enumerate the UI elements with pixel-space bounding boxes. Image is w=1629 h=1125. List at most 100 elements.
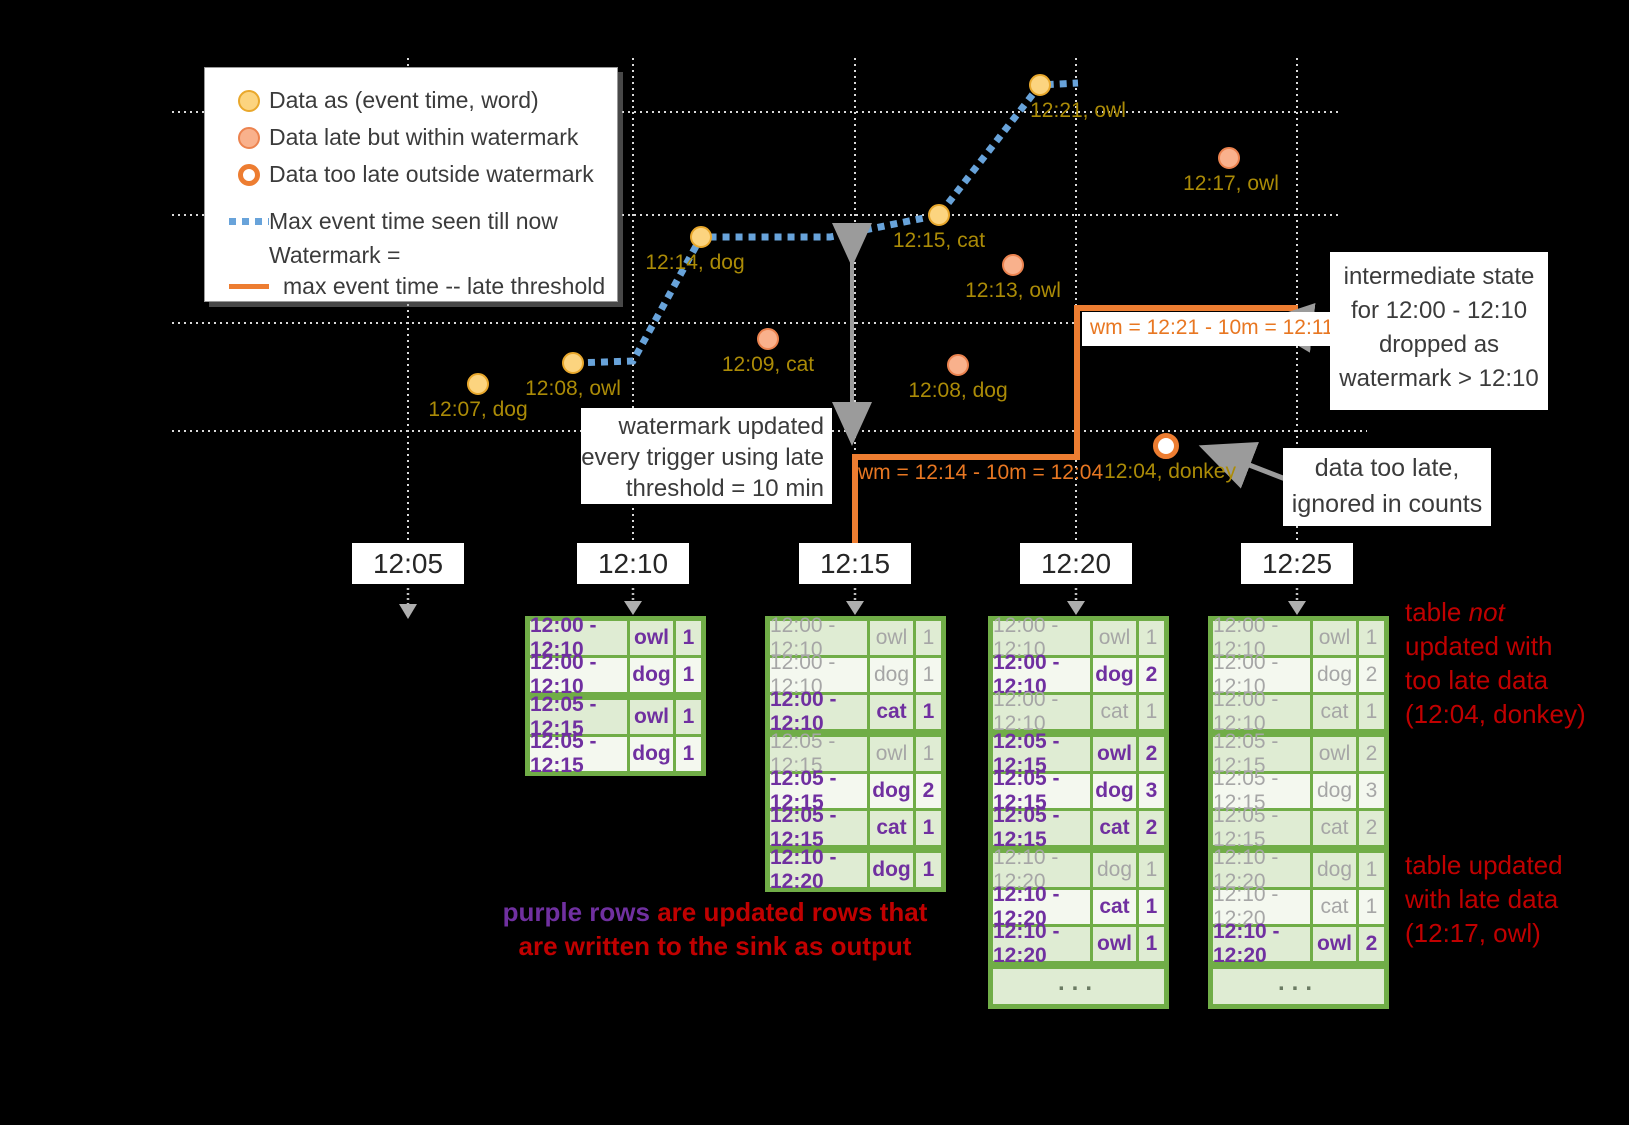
data-point-label: 12:07, dog — [428, 398, 528, 421]
cell-word: owl — [630, 621, 673, 655]
table-row: 12:05 - 12:15 dog 2 — [770, 767, 941, 814]
cell-count: 1 — [1139, 927, 1164, 961]
cell-count: 1 — [1359, 695, 1384, 729]
data-point-label: 12:08, dog — [908, 379, 1008, 402]
cell-window: 12:00 - 12:10 — [770, 688, 867, 735]
table-row: 12:05 - 12:15 owl 1 — [770, 730, 941, 777]
cell-word: dog — [870, 774, 913, 808]
cell-word: dog — [1313, 658, 1356, 692]
too-late-dot-icon — [229, 163, 269, 186]
data-point-label: 12:15, cat — [892, 229, 986, 252]
data-point-too-late — [1153, 433, 1179, 459]
cell-window: 12:05 - 12:15 — [770, 730, 867, 777]
cell-count: 1 — [1359, 890, 1384, 924]
trigger-box-12-25: 12:25 — [1241, 543, 1353, 584]
data-point-label: 12:14, dog — [645, 251, 745, 274]
cell-count: 1 — [916, 621, 941, 655]
on-time-dot-icon — [229, 89, 269, 112]
table-row: 12:05 - 12:15 cat 1 — [770, 804, 941, 851]
legend-item: Watermark = — [229, 240, 617, 270]
cell-count: 3 — [1359, 774, 1384, 808]
cell-count: 1 — [916, 853, 941, 887]
cell-window: 12:00 - 12:10 — [1213, 614, 1310, 661]
legend-label: max event time -- late threshold — [283, 272, 606, 299]
cell-word: owl — [1313, 927, 1356, 961]
max-event-time-line — [574, 79, 1079, 367]
note-line: table not — [1405, 597, 1505, 627]
cell-window: 12:00 - 12:10 — [770, 614, 867, 661]
late-dot-icon — [229, 126, 269, 149]
table-row: 12:00 - 12:10 dog 1 — [530, 651, 701, 698]
cell-count: 1 — [1359, 621, 1384, 655]
cell-window: 12:00 - 12:10 — [1213, 688, 1310, 735]
cell-window: 12:00 - 12:10 — [993, 614, 1090, 661]
cell-window: 12:00 - 12:10 — [993, 651, 1090, 698]
cell-count: 1 — [916, 811, 941, 845]
cell-window: 12:00 - 12:10 — [530, 651, 627, 698]
cell-count: 1 — [1139, 621, 1164, 655]
cell-window: 12:10 - 12:20 — [1213, 846, 1310, 893]
data-point-late — [757, 328, 779, 350]
table-more-row: ... — [993, 966, 1164, 1004]
result-table-12-15: 12:00 - 12:10 owl 1 12:00 - 12:10 dog 1 12:00 … — [765, 614, 946, 893]
cell-word: owl — [1313, 737, 1356, 771]
table-row: 12:05 - 12:15 cat 2 — [1213, 804, 1384, 851]
cell-count: 2 — [1359, 811, 1384, 845]
cell-window: 12:10 - 12:20 — [993, 920, 1090, 967]
data-point-on-time — [562, 352, 584, 374]
cell-window: 12:00 - 12:10 — [770, 651, 867, 698]
note-line: (12:17, owl) — [1405, 918, 1541, 948]
note-intermediate-state: intermediate state for 12:00 - 12:10 dro… — [1330, 252, 1548, 410]
cell-count: 1 — [1139, 853, 1164, 887]
result-table-12-25: 12:00 - 12:10 owl 1 12:00 - 12:10 dog 2 12:00 … — [1208, 614, 1389, 1009]
cell-window: 12:10 - 12:20 — [993, 883, 1090, 930]
cell-window: 12:00 - 12:10 — [1213, 651, 1310, 698]
note-line: table updated — [1405, 850, 1563, 880]
cell-word: dog — [1313, 853, 1356, 887]
note-line: every trigger using late — [581, 444, 824, 471]
table-row: 12:05 - 12:15 dog 3 — [993, 767, 1164, 814]
cell-count: 1 — [676, 737, 701, 771]
table-row: 12:00 - 12:10 cat 1 — [993, 688, 1164, 735]
legend-label: Data late but within watermark — [269, 124, 579, 150]
note-table-not-updated: table not updated with too late data (12… — [1405, 595, 1586, 731]
cell-count: 1 — [1139, 890, 1164, 924]
cell-window: 12:05 - 12:15 — [1213, 804, 1310, 851]
data-point-on-time — [690, 226, 712, 248]
legend-item: Data as (event time, word) — [229, 82, 617, 119]
note-line: are written to the sink as output — [518, 931, 912, 961]
legend-label: Data too late outside watermark — [269, 161, 594, 187]
cell-window: 12:10 - 12:20 — [1213, 920, 1310, 967]
cell-window: 12:05 - 12:15 — [993, 730, 1090, 777]
cell-word: cat — [1093, 811, 1136, 845]
drop-arrow-12-10 — [624, 588, 642, 615]
legend-item: Data too late outside watermark — [229, 156, 617, 193]
trigger-box-12-15: 12:15 — [799, 543, 911, 584]
legend-label: Watermark = — [269, 241, 401, 268]
note-line: watermark > 12:10 — [1339, 365, 1539, 392]
cell-word: cat — [870, 695, 913, 729]
watermark-line-icon — [229, 283, 269, 289]
legend: Data as (event time, word) Data late but… — [204, 67, 618, 302]
data-point-label: 12:08, owl — [525, 377, 621, 400]
cell-word: cat — [1313, 890, 1356, 924]
cell-word: dog — [1093, 774, 1136, 808]
cell-count: 1 — [916, 695, 941, 729]
result-table-12-10: 12:00 - 12:10 owl 1 12:00 - 12:10 dog 1 12:05 … — [525, 614, 706, 777]
table-row: 12:10 - 12:20 cat 1 — [1213, 883, 1384, 930]
data-point-late — [1218, 147, 1240, 169]
note-line: intermediate state — [1343, 263, 1535, 290]
cell-window: 12:10 - 12:20 — [1213, 883, 1310, 930]
data-point-label: 12:09, cat — [721, 353, 815, 376]
cell-word: cat — [1313, 811, 1356, 845]
table-row: 12:10 - 12:20 cat 1 — [993, 883, 1164, 930]
cell-word: owl — [870, 737, 913, 771]
table-more-row: ... — [1213, 966, 1384, 1004]
legend-label: Max event time seen till now — [269, 208, 558, 234]
max-event-time-line-icon — [229, 218, 269, 225]
table-row: 12:00 - 12:10 dog 2 — [993, 651, 1164, 698]
table-row: 12:05 - 12:15 owl 2 — [1213, 730, 1384, 777]
note-line: dropped as — [1378, 331, 1500, 358]
cell-window: 12:05 - 12:15 — [1213, 730, 1310, 777]
